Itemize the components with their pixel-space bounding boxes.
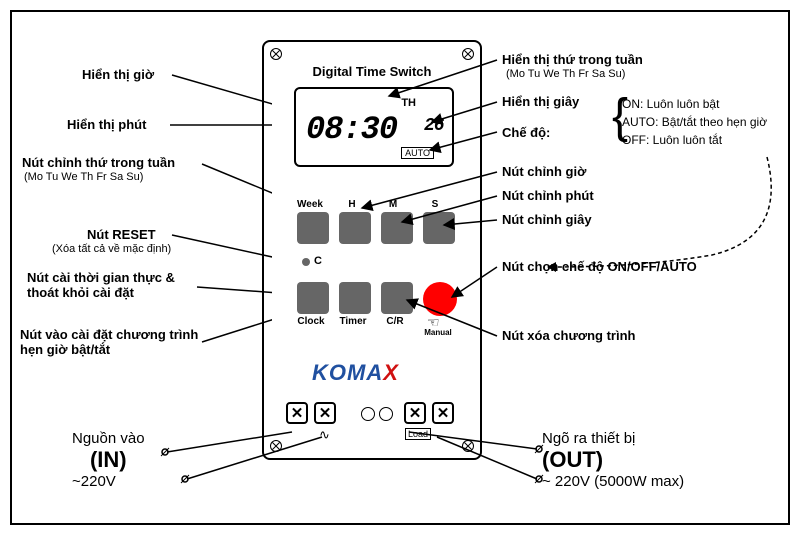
right-arrows [282, 12, 800, 472]
diagram-frame: Digital Time Switch TH 08:3026 AUTO Week… [10, 10, 790, 525]
wires [12, 407, 792, 527]
left-arrows [12, 12, 272, 472]
